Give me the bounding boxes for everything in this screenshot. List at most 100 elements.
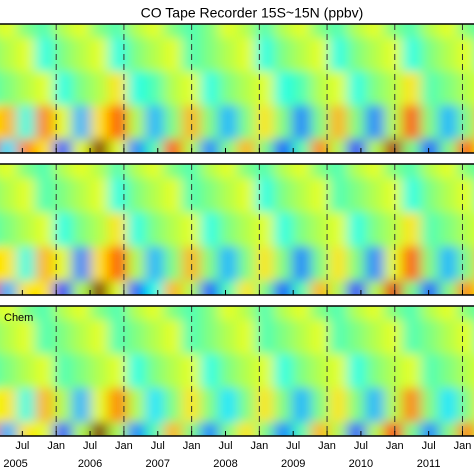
cell xyxy=(457,105,474,141)
cell xyxy=(420,320,440,355)
cell xyxy=(365,354,385,389)
cell xyxy=(35,24,55,39)
cell xyxy=(292,24,312,39)
cell xyxy=(328,139,349,153)
cell xyxy=(365,105,385,141)
cell xyxy=(328,37,349,73)
cell xyxy=(292,139,312,153)
cell xyxy=(53,71,73,107)
cell xyxy=(457,320,474,355)
cell xyxy=(457,354,474,389)
cell xyxy=(53,164,73,180)
cell xyxy=(237,422,257,436)
cell xyxy=(347,246,367,282)
cell xyxy=(53,354,73,389)
cell xyxy=(90,388,110,423)
cell xyxy=(273,164,294,180)
cell xyxy=(365,164,385,180)
cell xyxy=(328,164,349,180)
cell xyxy=(53,388,73,423)
cell xyxy=(108,178,128,214)
cell xyxy=(402,280,422,295)
cell xyxy=(0,164,18,180)
cell xyxy=(145,388,165,423)
cell xyxy=(347,164,367,180)
cell xyxy=(126,354,147,389)
cell xyxy=(365,246,385,282)
cell xyxy=(438,71,459,107)
cell xyxy=(35,354,55,389)
cell xyxy=(273,388,294,423)
cell xyxy=(273,105,294,141)
cell xyxy=(328,422,349,436)
cell xyxy=(200,139,220,153)
cell xyxy=(402,24,422,39)
cell xyxy=(457,71,474,107)
cell xyxy=(145,105,165,141)
x-tick-label: Jan xyxy=(183,440,201,452)
cell xyxy=(145,212,165,248)
cell xyxy=(218,24,238,39)
cell xyxy=(383,105,404,141)
field xyxy=(0,24,474,153)
cell xyxy=(35,320,55,355)
cell xyxy=(16,246,37,282)
cell xyxy=(0,422,18,436)
cell xyxy=(108,105,128,141)
cell xyxy=(200,71,220,107)
cell xyxy=(71,246,92,282)
cell xyxy=(90,320,110,355)
cell xyxy=(126,178,147,214)
cell xyxy=(200,422,220,436)
cell xyxy=(90,178,110,214)
cell xyxy=(438,24,459,39)
cell xyxy=(273,354,294,389)
cell xyxy=(218,37,238,73)
cell xyxy=(35,246,55,282)
cell xyxy=(181,164,202,180)
cell xyxy=(163,280,183,295)
cell xyxy=(0,354,18,389)
cell xyxy=(438,422,459,436)
cell xyxy=(218,164,238,180)
cell xyxy=(438,212,459,248)
cell xyxy=(218,139,238,153)
cell xyxy=(90,105,110,141)
cell xyxy=(402,164,422,180)
cell xyxy=(163,164,183,180)
cell xyxy=(438,37,459,73)
cell xyxy=(438,306,459,321)
cell xyxy=(218,105,238,141)
cell xyxy=(310,306,330,321)
cell xyxy=(53,320,73,355)
cell xyxy=(53,178,73,214)
x-tick-label: Jan xyxy=(115,440,133,452)
x-tick-label: Jan xyxy=(454,440,472,452)
cell xyxy=(200,280,220,295)
cell xyxy=(35,37,55,73)
cell xyxy=(255,306,275,321)
cell xyxy=(0,71,18,107)
cell xyxy=(420,164,440,180)
cell xyxy=(347,178,367,214)
cell xyxy=(126,71,147,107)
cell xyxy=(108,354,128,389)
cell xyxy=(218,280,238,295)
cell xyxy=(145,37,165,73)
cell xyxy=(53,24,73,39)
cell xyxy=(383,139,404,153)
x-tick-label: Jul xyxy=(286,440,300,452)
year-label: 2010 xyxy=(349,458,373,470)
cell xyxy=(0,24,18,39)
cell xyxy=(310,280,330,295)
cell xyxy=(292,306,312,321)
cell xyxy=(365,388,385,423)
cell xyxy=(71,212,92,248)
cell xyxy=(108,388,128,423)
cell xyxy=(237,354,257,389)
cell xyxy=(0,178,18,214)
cell xyxy=(53,280,73,295)
cell xyxy=(402,354,422,389)
cell xyxy=(108,212,128,248)
cell xyxy=(53,37,73,73)
